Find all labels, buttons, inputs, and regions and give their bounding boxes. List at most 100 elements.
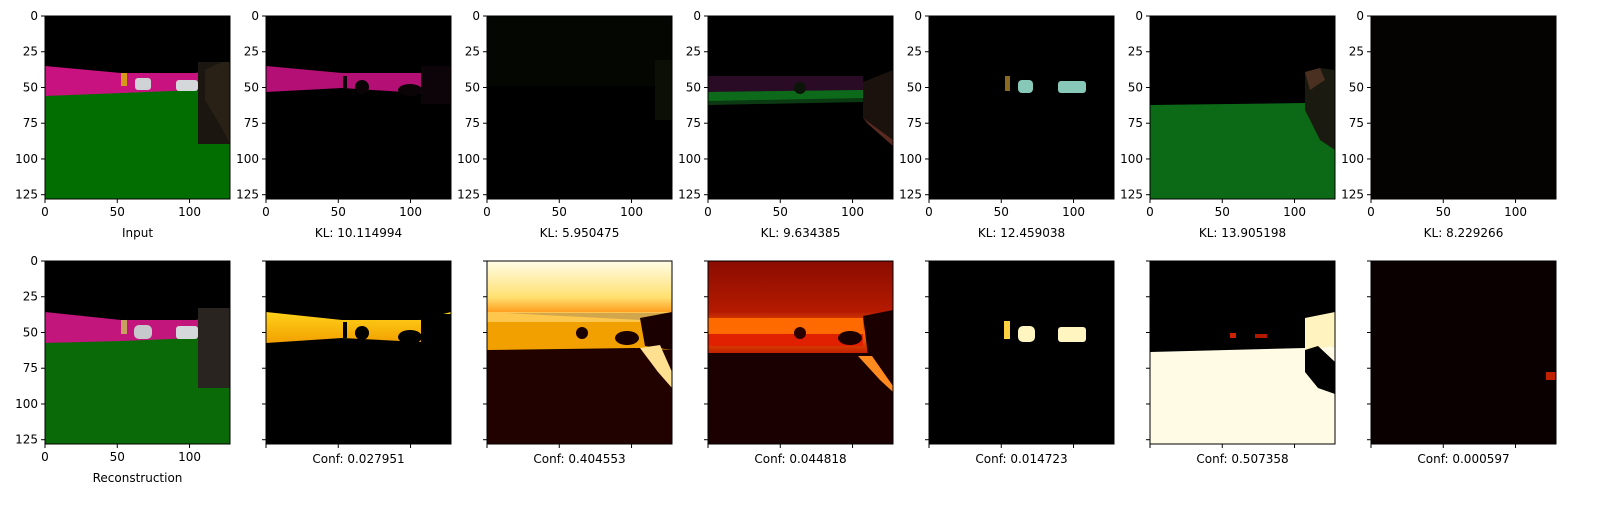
y-tick-label: 100	[15, 152, 38, 166]
x-tick-label: 100	[620, 205, 643, 219]
y-tick-label: 25	[1349, 45, 1364, 59]
y-tick-label: 0	[1356, 9, 1364, 23]
y-tick-label: 50	[23, 325, 38, 339]
confidence-map-1-panel	[266, 261, 451, 444]
x-tick-label: 50	[994, 205, 1009, 219]
panel-frame	[1370, 260, 1557, 445]
confidence-map-4-panel	[929, 261, 1114, 444]
x-tick-label: 0	[483, 205, 491, 219]
x-tick-label: 0	[41, 450, 49, 464]
bottom-row-caption: Conf: 0.014723	[975, 452, 1067, 466]
bottom-row-caption: Reconstruction	[93, 471, 183, 485]
panel-frame	[707, 15, 894, 200]
y-tick-label: 0	[30, 254, 38, 268]
y-tick-label: 75	[1349, 116, 1364, 130]
y-tick-label: 75	[907, 116, 922, 130]
y-tick-label: 0	[914, 9, 922, 23]
panel-frame	[707, 260, 894, 445]
top-row-caption: KL: 10.114994	[315, 226, 402, 240]
confidence-map-5-panel	[1150, 261, 1335, 444]
y-tick-label: 125	[15, 433, 38, 447]
latent-map-2-panel	[487, 16, 672, 199]
top-row-caption: KL: 12.459038	[978, 226, 1065, 240]
y-tick-label: 125	[457, 188, 480, 202]
y-tick-label: 100	[899, 152, 922, 166]
latent-map-1-panel	[266, 16, 451, 199]
y-tick-label: 125	[236, 188, 259, 202]
y-tick-label: 25	[23, 290, 38, 304]
y-tick-label: 25	[1128, 45, 1143, 59]
confidence-map-6-panel	[1371, 261, 1556, 444]
panel-frame	[265, 260, 452, 445]
y-tick-label: 50	[244, 80, 259, 94]
x-tick-label: 0	[704, 205, 712, 219]
x-tick-label: 100	[178, 450, 201, 464]
panel-frame	[928, 260, 1115, 445]
panel-frame	[1149, 260, 1336, 445]
y-tick-label: 75	[244, 116, 259, 130]
top-row-caption: KL: 8.229266	[1424, 226, 1504, 240]
x-tick-label: 50	[110, 450, 125, 464]
x-tick-label: 100	[1283, 205, 1306, 219]
y-tick-label: 100	[678, 152, 701, 166]
latent-map-6-panel	[1371, 16, 1556, 199]
x-tick-label: 0	[1146, 205, 1154, 219]
y-tick-label: 25	[23, 45, 38, 59]
panel-frame	[44, 260, 231, 445]
bottom-row-caption: Conf: 0.000597	[1417, 452, 1509, 466]
x-tick-label: 100	[841, 205, 864, 219]
panel-frame	[1370, 15, 1557, 200]
y-tick-label: 50	[907, 80, 922, 94]
top-row-caption: KL: 9.634385	[761, 226, 841, 240]
y-tick-label: 100	[457, 152, 480, 166]
x-tick-label: 100	[178, 205, 201, 219]
x-tick-label: 0	[41, 205, 49, 219]
bottom-row-caption: Conf: 0.404553	[533, 452, 625, 466]
x-tick-label: 50	[773, 205, 788, 219]
y-tick-label: 75	[23, 361, 38, 375]
bottom-row-caption: Conf: 0.507358	[1196, 452, 1288, 466]
y-tick-label: 0	[251, 9, 259, 23]
y-tick-label: 0	[693, 9, 701, 23]
reconstruction-image-panel	[45, 261, 230, 444]
top-row-caption: Input	[122, 226, 153, 240]
y-tick-label: 25	[465, 45, 480, 59]
panel-frame	[265, 15, 452, 200]
y-tick-label: 25	[244, 45, 259, 59]
confidence-map-2-panel	[487, 261, 672, 444]
x-tick-label: 50	[331, 205, 346, 219]
y-tick-label: 125	[1120, 188, 1143, 202]
y-tick-label: 75	[1128, 116, 1143, 130]
panel-frame	[486, 260, 673, 445]
bottom-row-caption: Conf: 0.027951	[312, 452, 404, 466]
x-tick-label: 100	[399, 205, 422, 219]
y-tick-label: 50	[1349, 80, 1364, 94]
latent-map-4-panel	[929, 16, 1114, 199]
x-tick-label: 100	[1504, 205, 1527, 219]
top-row-caption: KL: 5.950475	[540, 226, 620, 240]
x-tick-label: 0	[1367, 205, 1375, 219]
x-tick-label: 50	[552, 205, 567, 219]
panel-frame	[44, 15, 231, 200]
y-tick-label: 100	[236, 152, 259, 166]
y-tick-label: 25	[686, 45, 701, 59]
y-tick-label: 75	[686, 116, 701, 130]
y-tick-label: 125	[1341, 188, 1364, 202]
y-tick-label: 0	[472, 9, 480, 23]
y-tick-label: 0	[1135, 9, 1143, 23]
y-tick-label: 100	[1120, 152, 1143, 166]
x-tick-label: 50	[110, 205, 125, 219]
y-tick-label: 75	[465, 116, 480, 130]
bottom-row-caption: Conf: 0.044818	[754, 452, 846, 466]
input-image-panel	[45, 16, 230, 199]
panel-frame	[486, 15, 673, 200]
panel-frame	[928, 15, 1115, 200]
y-tick-label: 50	[465, 80, 480, 94]
x-tick-label: 0	[925, 205, 933, 219]
x-tick-label: 50	[1215, 205, 1230, 219]
y-tick-label: 50	[686, 80, 701, 94]
y-tick-label: 50	[1128, 80, 1143, 94]
x-tick-label: 100	[1062, 205, 1085, 219]
y-tick-label: 0	[30, 9, 38, 23]
